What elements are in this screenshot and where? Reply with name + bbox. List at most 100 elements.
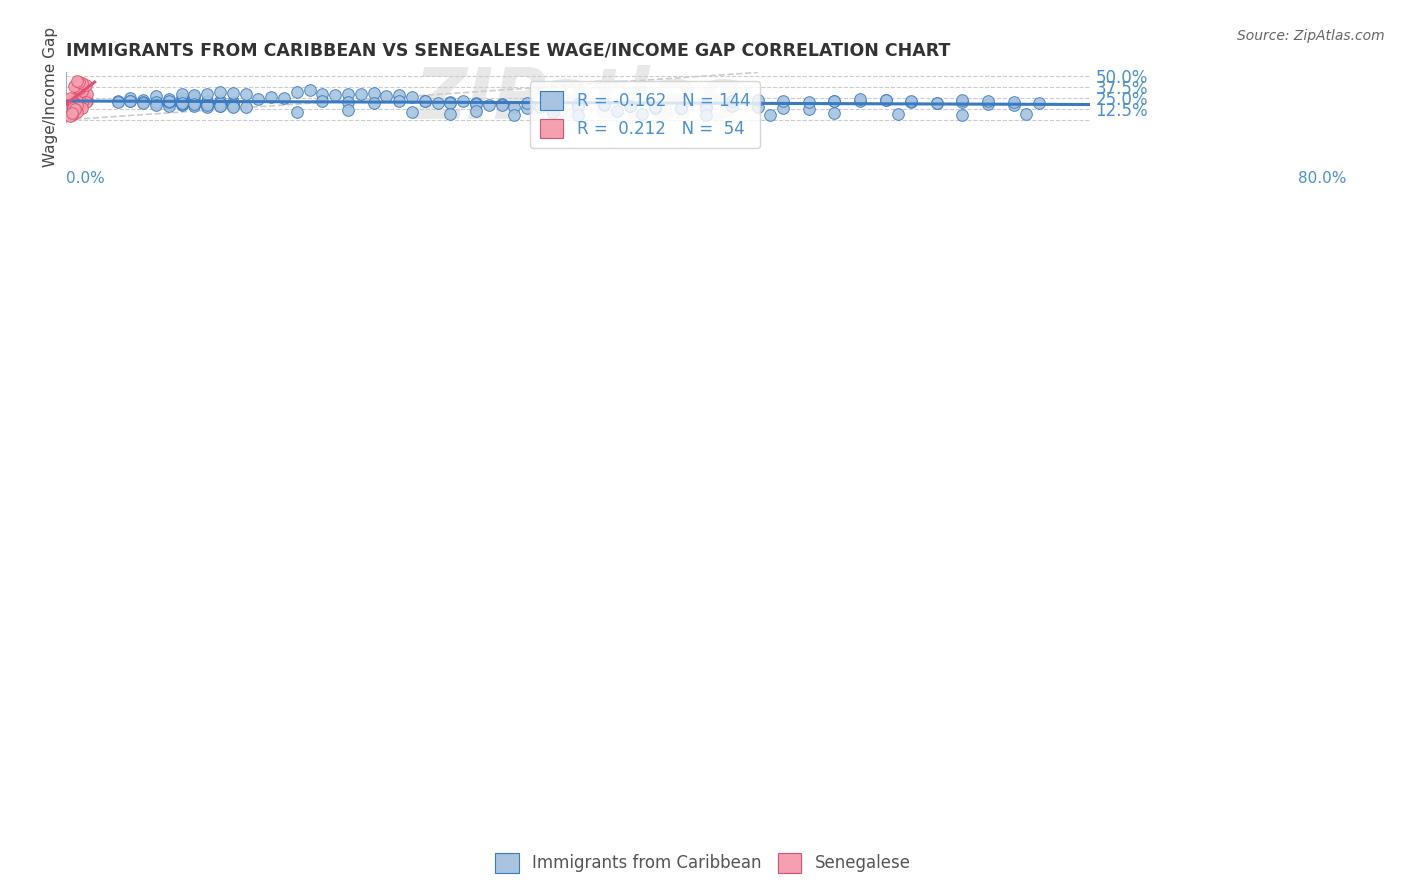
Point bbox=[375, 89, 398, 103]
Point bbox=[157, 97, 180, 112]
Point bbox=[195, 97, 218, 112]
Point bbox=[824, 106, 846, 120]
Point bbox=[900, 94, 922, 108]
Point bbox=[60, 107, 83, 121]
Point bbox=[62, 95, 84, 110]
Point bbox=[644, 100, 666, 114]
Point bbox=[952, 93, 974, 107]
Point bbox=[70, 92, 93, 106]
Point bbox=[157, 97, 180, 112]
Legend: Immigrants from Caribbean, Senegalese: Immigrants from Caribbean, Senegalese bbox=[488, 847, 918, 880]
Point bbox=[183, 90, 205, 104]
Point bbox=[797, 103, 820, 117]
Point bbox=[401, 105, 423, 120]
Point bbox=[62, 92, 84, 106]
Point bbox=[63, 96, 86, 111]
Point bbox=[60, 106, 83, 120]
Point bbox=[491, 97, 513, 112]
Point bbox=[62, 107, 84, 121]
Point bbox=[70, 84, 93, 98]
Point bbox=[541, 99, 564, 113]
Point bbox=[426, 96, 449, 111]
Point bbox=[120, 94, 142, 108]
Point bbox=[323, 88, 346, 103]
Point bbox=[1002, 95, 1025, 110]
Point bbox=[183, 96, 205, 111]
Point bbox=[62, 97, 84, 112]
Point bbox=[516, 101, 538, 115]
Point bbox=[209, 98, 232, 112]
Point bbox=[59, 109, 82, 123]
Point bbox=[247, 92, 270, 106]
Point bbox=[183, 88, 205, 103]
Point bbox=[170, 97, 193, 112]
Point bbox=[1002, 98, 1025, 112]
Point bbox=[157, 95, 180, 110]
Point bbox=[62, 102, 84, 116]
Point bbox=[67, 89, 90, 103]
Point bbox=[298, 83, 321, 97]
Point bbox=[209, 99, 232, 113]
Point bbox=[132, 95, 155, 110]
Point bbox=[1015, 107, 1038, 121]
Point bbox=[132, 93, 155, 107]
Point bbox=[363, 96, 385, 111]
Point bbox=[887, 107, 910, 121]
Text: Source: ZipAtlas.com: Source: ZipAtlas.com bbox=[1237, 29, 1385, 43]
Point bbox=[759, 107, 782, 121]
Point bbox=[65, 103, 87, 117]
Point bbox=[235, 100, 257, 114]
Point bbox=[849, 95, 872, 109]
Point bbox=[63, 79, 86, 94]
Point bbox=[593, 97, 616, 112]
Point bbox=[63, 103, 86, 118]
Point bbox=[62, 95, 84, 109]
Point bbox=[183, 98, 205, 112]
Point bbox=[401, 90, 423, 104]
Point bbox=[209, 96, 232, 111]
Point bbox=[195, 95, 218, 110]
Point bbox=[195, 97, 218, 112]
Point bbox=[413, 94, 436, 108]
Point bbox=[209, 95, 232, 109]
Point bbox=[170, 98, 193, 112]
Point bbox=[606, 104, 628, 119]
Point bbox=[875, 93, 897, 107]
Point bbox=[66, 80, 89, 95]
Point bbox=[567, 100, 589, 114]
Point bbox=[170, 95, 193, 109]
Point bbox=[62, 94, 84, 108]
Point bbox=[66, 95, 89, 109]
Point bbox=[541, 102, 564, 116]
Point bbox=[503, 100, 526, 114]
Point bbox=[62, 99, 84, 113]
Point bbox=[285, 85, 308, 99]
Point bbox=[273, 91, 295, 105]
Point bbox=[76, 94, 98, 108]
Point bbox=[875, 93, 897, 107]
Point bbox=[222, 86, 245, 100]
Point bbox=[120, 95, 142, 109]
Point bbox=[157, 92, 180, 106]
Point bbox=[465, 97, 488, 112]
Point bbox=[59, 91, 82, 105]
Point bbox=[195, 100, 218, 114]
Point bbox=[503, 107, 526, 121]
Point bbox=[66, 98, 89, 112]
Point bbox=[465, 96, 488, 111]
Point bbox=[451, 95, 474, 109]
Point bbox=[747, 100, 769, 114]
Point bbox=[260, 90, 283, 104]
Point bbox=[120, 91, 142, 105]
Point bbox=[67, 85, 90, 99]
Point bbox=[644, 101, 666, 115]
Point bbox=[209, 85, 232, 99]
Point bbox=[439, 95, 461, 110]
Point bbox=[67, 82, 90, 96]
Point bbox=[157, 94, 180, 108]
Point bbox=[76, 87, 98, 102]
Point bbox=[62, 104, 84, 119]
Point bbox=[567, 97, 589, 112]
Point bbox=[63, 99, 86, 113]
Legend: R = -0.162   N = 144, R =  0.212   N =  54: R = -0.162 N = 144, R = 0.212 N = 54 bbox=[530, 81, 761, 148]
